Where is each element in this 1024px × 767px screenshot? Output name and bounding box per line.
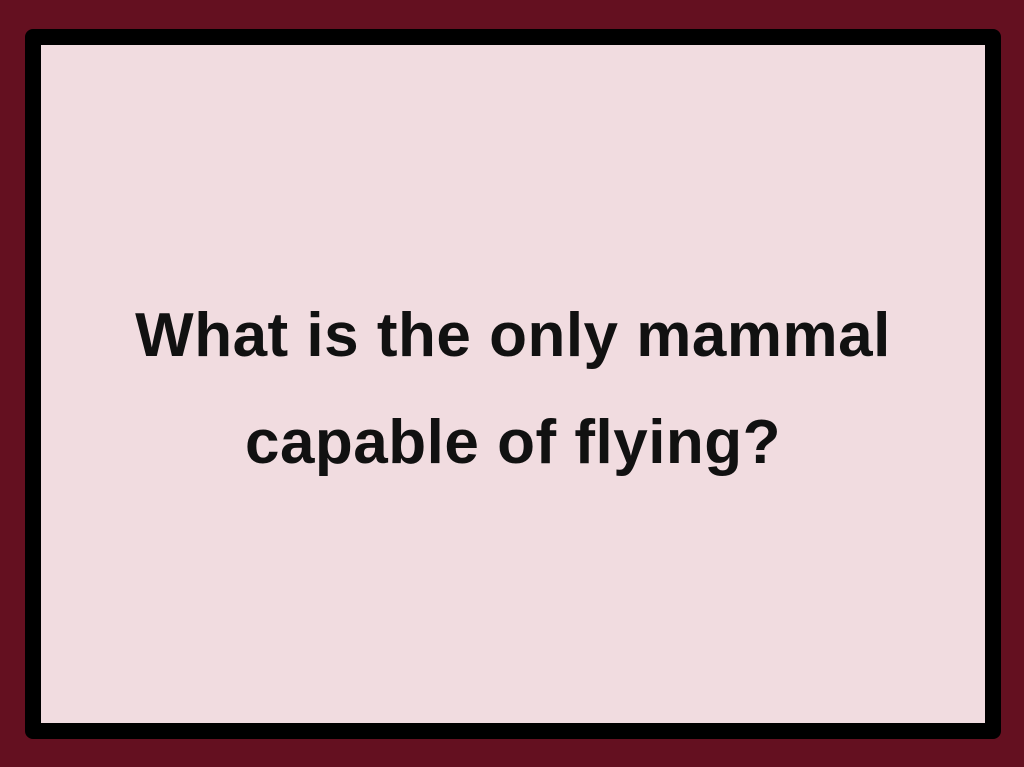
question-text: What is the only mammal capable of flyin… — [135, 301, 891, 477]
question-card: What is the only mammal capable of flyin… — [25, 29, 1001, 739]
